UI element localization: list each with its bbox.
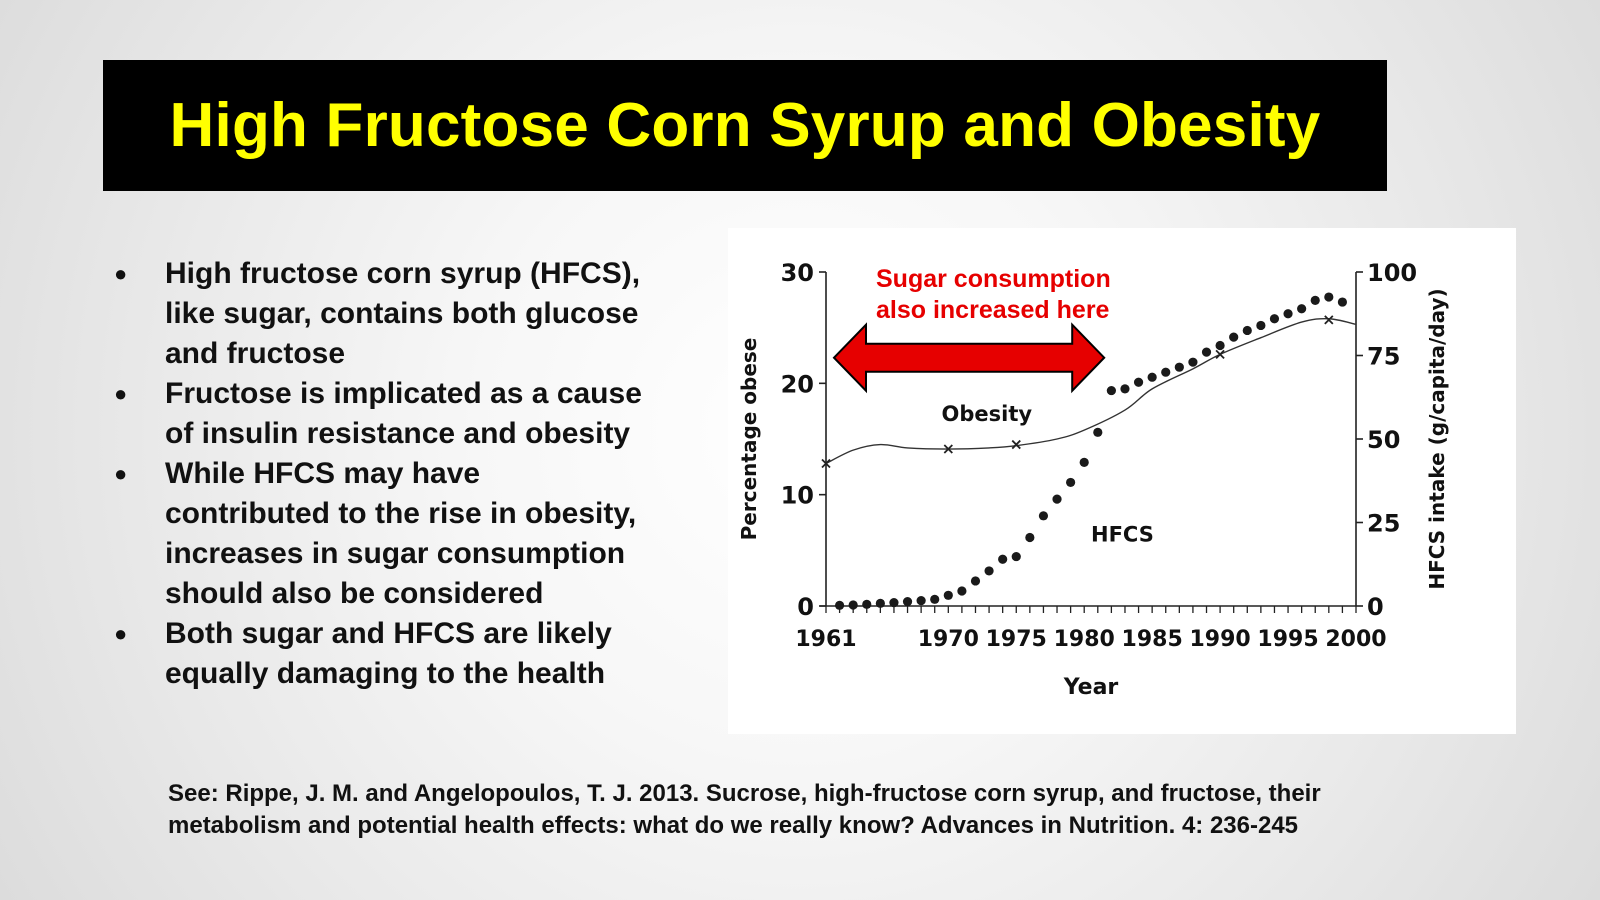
right-y-tick-label: 75: [1367, 343, 1400, 371]
bullet-item: ● Both sugar and HFCS are likely equally d…: [108, 614, 728, 694]
annotation-line-2: also increased here: [876, 296, 1110, 324]
hfcs-point: [1093, 427, 1103, 437]
hfcs-point: [1011, 551, 1021, 562]
x-tick-label: 1961: [795, 627, 856, 652]
x-tick-label: 1995: [1257, 627, 1318, 652]
bullet-line: equally damaging to the health: [165, 657, 606, 690]
obesity-series-label: Obesity: [942, 402, 1033, 426]
citation: See: Rippe, J. M. and Angelopoulos, T. J…: [168, 778, 1468, 842]
left-y-tick-label: 10: [781, 482, 814, 510]
bullet-line: and fructose: [165, 337, 346, 370]
chart-panel: 0 10 20 30 0 25 50 75 100 1961 1970 1975 1980 1985 199…: [728, 228, 1516, 734]
hfcs-point: [1324, 292, 1334, 302]
hfcs-point: [848, 600, 858, 610]
hfcs-point: [1310, 295, 1320, 305]
hfcs-point: [834, 600, 845, 610]
hfcs-point: [970, 576, 981, 586]
right-y-tick-label: 25: [1367, 510, 1400, 538]
x-tick-label: 1980: [1054, 627, 1115, 652]
left-y-tick-label: 30: [781, 259, 814, 287]
bullet-item: ● High fructose corn syrup (HFCS), like su…: [108, 254, 728, 374]
obesity-x-marker: [1215, 349, 1225, 360]
hfcs-point: [1038, 511, 1049, 521]
hfcs-point: [957, 586, 967, 596]
hfcs-point: [1106, 385, 1116, 396]
hfcs-point: [1201, 347, 1212, 357]
left-y-axis-label: Percentage obese: [737, 338, 761, 541]
right-y-tick-label: 0: [1367, 593, 1384, 621]
hfcs-point: [1188, 357, 1198, 367]
hfcs-point: [902, 597, 913, 607]
right-y-tick-label: 100: [1367, 259, 1417, 287]
hfcs-point: [1297, 304, 1307, 314]
hfcs-point: [1337, 297, 1348, 307]
citation-line-2: metabolism and potential health effects:…: [168, 812, 1299, 839]
bullet-dot-icon: ●: [114, 461, 128, 486]
hfcs-point: [943, 590, 953, 600]
annotation-line-1: Sugar consumption: [876, 265, 1111, 293]
right-y-tick-label: 50: [1367, 426, 1400, 454]
x-tick-label: 1975: [986, 627, 1047, 652]
bullet-line: should also be considered: [165, 577, 544, 610]
x-axis-label: Year: [1063, 675, 1119, 700]
x-tick-label: 1990: [1189, 627, 1250, 652]
bullet-line: High fructose corn syrup (HFCS),: [165, 257, 641, 290]
obesity-x-marker: [1011, 439, 1021, 450]
bullet-line: like sugar, contains both glucose: [165, 297, 639, 330]
hfcs-point: [1229, 332, 1239, 342]
hfcs-point: [1215, 340, 1225, 351]
hfcs-series-label: HFCS: [1091, 522, 1154, 546]
citation-line-1: See: Rippe, J. M. and Angelopoulos, T. J…: [168, 780, 1321, 807]
obesity-x-marker: [1324, 315, 1334, 325]
hfcs-point: [862, 599, 872, 609]
hfcs-point: [889, 598, 899, 608]
hfcs-point: [1174, 362, 1184, 372]
left-y-tick-label: 0: [797, 593, 814, 621]
bullet-dot-icon: ●: [114, 621, 128, 646]
double-arrow-icon: [832, 322, 1106, 394]
hfcs-point: [1025, 532, 1035, 543]
bullet-line: contributed to the rise in obesity,: [165, 497, 637, 530]
title-bar: High Fructose Corn Syrup and Obesity: [103, 60, 1387, 191]
hfcs-point: [1161, 367, 1171, 377]
x-tick-label: 1970: [918, 627, 979, 652]
bullet-line: While HFCS may have: [165, 457, 481, 490]
right-y-axis-label: HFCS intake (g/capita/day): [1425, 288, 1449, 589]
hfcs-point: [1269, 314, 1280, 324]
bullet-item: ● While HFCS may have contributed to the r…: [108, 454, 728, 614]
hfcs-point: [916, 596, 926, 606]
hfcs-point: [1283, 309, 1293, 319]
bullet-line: Fructose is implicated as a cause: [165, 377, 642, 410]
x-tick-label: 2000: [1325, 627, 1386, 652]
hfcs-point: [984, 566, 994, 576]
hfcs-point: [1147, 372, 1157, 382]
bullet-list: ● High fructose corn syrup (HFCS), like su…: [108, 254, 728, 694]
obesity-line: [825, 317, 1357, 465]
hfcs-point: [1066, 477, 1076, 488]
sugar-annotation: Sugar consumption also increased here: [876, 264, 1111, 326]
x-tick-label: 1985: [1122, 627, 1183, 652]
left-y-tick-label: 20: [781, 370, 814, 398]
obesity-x-marker: [821, 458, 831, 469]
bullet-line: Both sugar and HFCS are likely: [165, 617, 612, 650]
bullet-line: increases in sugar consumption: [165, 537, 626, 570]
slide-title: High Fructose Corn Syrup and Obesity: [169, 91, 1321, 160]
bullet-dot-icon: ●: [114, 381, 128, 406]
hfcs-point: [1079, 457, 1089, 467]
bullet-item: ● Fructose is implicated as a cause of ins…: [108, 374, 728, 454]
obesity-x-marker: [943, 444, 953, 454]
hfcs-point: [1242, 325, 1252, 336]
hfcs-point: [1133, 377, 1144, 387]
hfcs-point: [998, 554, 1008, 564]
hfcs-point: [1052, 494, 1062, 504]
hfcs-point: [1256, 320, 1266, 331]
hfcs-point: [1120, 384, 1130, 394]
bullet-line: of insulin resistance and obesity: [165, 417, 631, 450]
bullet-dot-icon: ●: [114, 261, 128, 286]
hfcs-point: [930, 594, 940, 604]
hfcs-point: [875, 598, 885, 608]
